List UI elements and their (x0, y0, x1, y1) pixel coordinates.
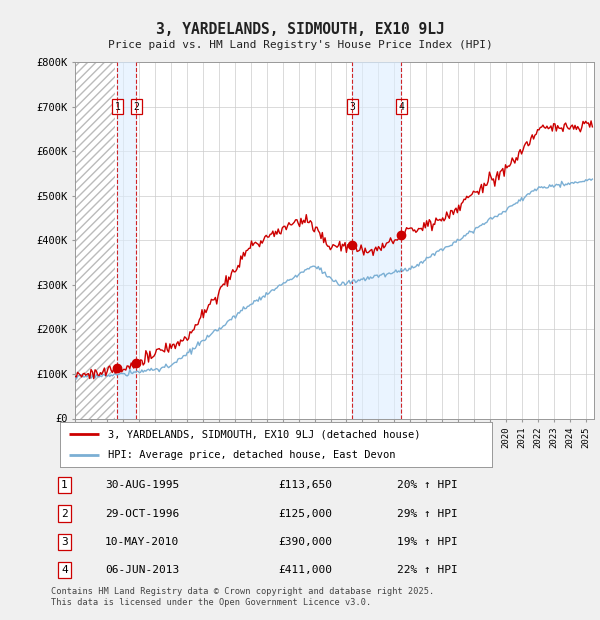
Text: Contains HM Land Registry data © Crown copyright and database right 2025.
This d: Contains HM Land Registry data © Crown c… (51, 587, 434, 606)
Text: £125,000: £125,000 (278, 508, 332, 518)
Text: 10-MAY-2010: 10-MAY-2010 (105, 537, 179, 547)
Text: HPI: Average price, detached house, East Devon: HPI: Average price, detached house, East… (107, 450, 395, 460)
Text: 06-JUN-2013: 06-JUN-2013 (105, 565, 179, 575)
Text: 3: 3 (61, 537, 68, 547)
Text: 3, YARDELANDS, SIDMOUTH, EX10 9LJ: 3, YARDELANDS, SIDMOUTH, EX10 9LJ (155, 22, 445, 37)
Text: 29-OCT-1996: 29-OCT-1996 (105, 508, 179, 518)
Text: 19% ↑ HPI: 19% ↑ HPI (397, 537, 457, 547)
Text: 1: 1 (61, 480, 68, 490)
Text: £113,650: £113,650 (278, 480, 332, 490)
Bar (75, 62, 115, 419)
Text: 22% ↑ HPI: 22% ↑ HPI (397, 565, 457, 575)
Text: 20% ↑ HPI: 20% ↑ HPI (397, 480, 457, 490)
Text: 3, YARDELANDS, SIDMOUTH, EX10 9LJ (detached house): 3, YARDELANDS, SIDMOUTH, EX10 9LJ (detac… (107, 429, 420, 440)
Text: 2: 2 (133, 102, 139, 112)
Bar (118, 62, 136, 419)
Text: £390,000: £390,000 (278, 537, 332, 547)
Text: 4: 4 (398, 102, 404, 112)
Text: 2: 2 (61, 508, 68, 518)
Text: 3: 3 (349, 102, 355, 112)
Text: 30-AUG-1995: 30-AUG-1995 (105, 480, 179, 490)
Text: 4: 4 (61, 565, 68, 575)
Text: 1: 1 (115, 102, 121, 112)
Bar (352, 62, 401, 419)
Bar (75, 62, 115, 419)
Text: 29% ↑ HPI: 29% ↑ HPI (397, 508, 457, 518)
Text: £411,000: £411,000 (278, 565, 332, 575)
Text: Price paid vs. HM Land Registry's House Price Index (HPI): Price paid vs. HM Land Registry's House … (107, 40, 493, 50)
